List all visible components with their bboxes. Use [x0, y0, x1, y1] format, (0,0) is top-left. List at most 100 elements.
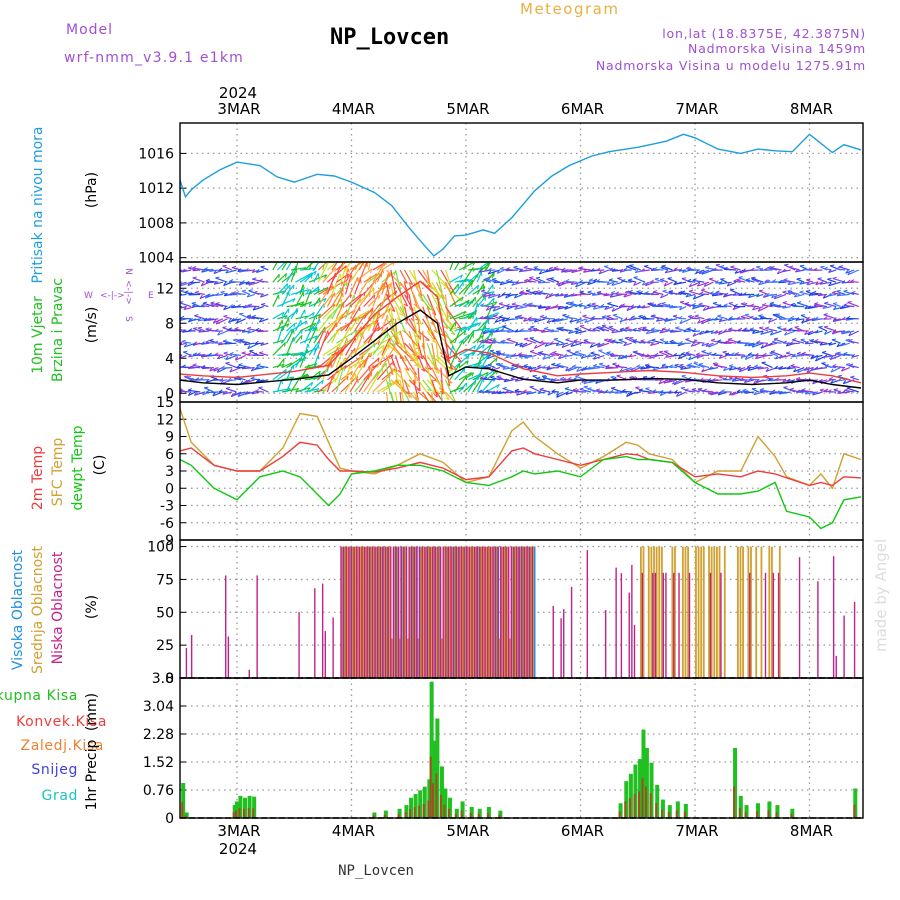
wind-arrow	[628, 354, 637, 358]
wind-arrowhead	[753, 391, 758, 395]
wind-arrow	[358, 292, 371, 307]
wind-arrowhead	[490, 304, 495, 309]
wind-arrowhead	[734, 269, 738, 274]
wind-arrow	[729, 365, 737, 369]
conv-precip-bar	[655, 803, 658, 818]
wind-arrow	[572, 353, 582, 356]
wind-arrow	[751, 388, 760, 393]
total-precip-bar	[469, 806, 474, 818]
wind-arrowhead	[828, 376, 833, 380]
wind-arrowhead	[356, 376, 358, 381]
wind-arrow	[331, 330, 339, 344]
wind-arrowhead	[340, 298, 343, 304]
wind-arrowhead	[608, 278, 613, 281]
wind-arrowhead	[701, 319, 705, 324]
wind-arrowhead	[712, 301, 718, 304]
wind-arrowhead	[248, 281, 252, 286]
wind-arrowhead	[482, 293, 487, 297]
wind-arrowhead	[201, 365, 206, 369]
wind-arrowhead	[797, 368, 801, 373]
wind-arrowhead	[394, 381, 398, 386]
wind-arrows	[170, 262, 860, 402]
wind-arrow	[818, 326, 828, 332]
wind-arrowhead	[850, 279, 855, 283]
day-label-bottom: 3MAR	[217, 822, 260, 840]
wind-arrow	[385, 330, 396, 346]
wind-arrow	[840, 306, 850, 310]
total-precip-bar	[628, 773, 633, 818]
wind-arrow	[757, 367, 769, 370]
wind-arrowhead	[579, 290, 584, 293]
wind-arrowhead	[549, 292, 553, 297]
wind-arrowhead	[416, 306, 420, 310]
wind-arrowhead	[669, 329, 674, 333]
wind-arrowhead	[739, 269, 744, 274]
wind-arrowhead	[688, 314, 693, 317]
wind-arrow	[506, 306, 514, 310]
wind-arrow	[381, 314, 388, 332]
wind-arrowhead	[170, 350, 174, 351]
wind-arrowhead	[215, 320, 219, 325]
wind-arrow	[449, 345, 454, 356]
wind-arrowhead	[682, 269, 686, 273]
wind-arrow	[240, 339, 251, 344]
wind-arrow	[313, 355, 319, 368]
wind-arrow	[646, 330, 660, 335]
wind-arrowhead	[609, 267, 614, 271]
wind-arrowhead	[346, 282, 348, 287]
wind-arrowhead	[389, 338, 391, 343]
conv-precip-bar	[413, 807, 416, 818]
wind-arrow	[399, 367, 406, 394]
wind-arrow	[514, 390, 523, 393]
wind-arrow	[782, 291, 791, 295]
wind-arrow	[188, 391, 196, 397]
wind-arrow	[572, 366, 582, 369]
wind-arrowhead	[707, 378, 712, 382]
wind-arrow	[212, 391, 224, 397]
wind-arrowhead	[819, 281, 824, 285]
wind-arrowhead	[750, 267, 755, 271]
wind-arrow	[806, 279, 814, 283]
wind-arrow	[833, 306, 846, 311]
conv-precip-bar	[618, 811, 621, 818]
precip-ylabel: 1hr Precip	[84, 740, 100, 811]
wind-arrow	[431, 294, 444, 316]
wind-arrow	[372, 354, 394, 369]
wind-arrow	[621, 390, 632, 393]
wind-arrowhead	[587, 327, 592, 331]
wind-arrow	[481, 319, 489, 332]
wind-arrowhead	[491, 291, 495, 295]
wind-arrowhead	[395, 341, 400, 345]
total-precip-bar	[435, 718, 440, 818]
wind-arrowhead	[661, 363, 667, 366]
wind-arrow	[363, 262, 370, 271]
wind-arrowhead	[647, 339, 652, 343]
wind-arrowhead	[500, 339, 505, 343]
wind-arrowhead	[513, 294, 518, 299]
wind-arrow	[426, 379, 440, 394]
wind-arrowhead	[188, 266, 193, 269]
wind-arrowhead	[563, 353, 568, 357]
wind-arrowhead	[514, 377, 519, 382]
wind-arrowhead	[645, 364, 650, 368]
wind-arrow	[222, 391, 233, 395]
wind-arrowhead	[782, 304, 787, 309]
wind-arrowhead	[412, 329, 417, 333]
wind-arrowhead	[695, 269, 699, 274]
wind-arrowhead	[512, 353, 517, 357]
wind-arrowhead	[578, 266, 583, 269]
wind-arrow	[358, 262, 368, 283]
wind-arrowhead	[830, 368, 834, 373]
wind-arrowhead	[584, 318, 588, 323]
wind-arrowhead	[252, 277, 257, 280]
wind-arrowhead	[251, 314, 257, 318]
wind-arrowhead	[661, 264, 666, 267]
ytick-label: 1008	[138, 216, 174, 232]
wind-arrowhead	[667, 277, 672, 279]
wind-arrowhead	[720, 389, 725, 393]
wind-arrowhead	[546, 277, 551, 280]
wind-arrowhead	[640, 353, 645, 357]
wind-arrowhead	[281, 320, 284, 325]
wind-arrowhead	[188, 328, 193, 332]
wind-arrowhead	[638, 291, 643, 294]
